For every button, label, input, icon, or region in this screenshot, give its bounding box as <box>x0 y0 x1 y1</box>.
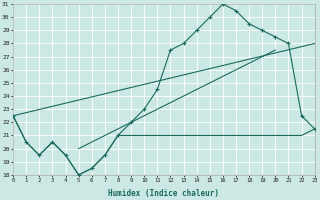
X-axis label: Humidex (Indice chaleur): Humidex (Indice chaleur) <box>108 189 220 198</box>
